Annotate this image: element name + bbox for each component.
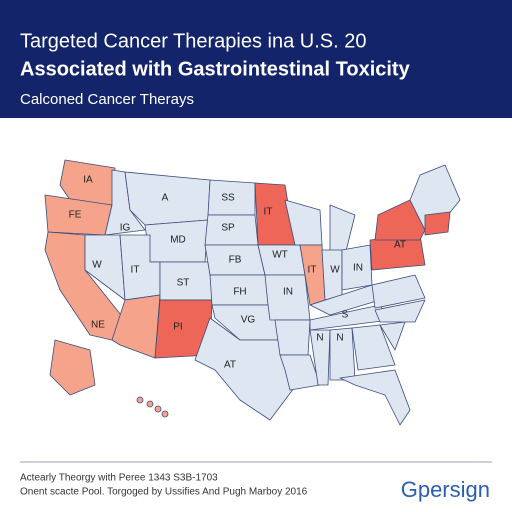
state-label: IN: [283, 287, 293, 298]
state: [374, 199, 426, 241]
state-label: N: [336, 333, 343, 344]
state-label: SS: [221, 193, 235, 204]
state: [374, 299, 426, 323]
state-label: W: [330, 265, 340, 276]
state: [371, 274, 426, 309]
state: [351, 324, 396, 371]
state: [111, 294, 161, 359]
state: [309, 329, 331, 386]
title: Targeted Cancer Therapies ina U.S. 20: [20, 30, 367, 52]
state-label: VG: [241, 315, 256, 326]
state-label: IN: [353, 263, 363, 274]
state: [329, 204, 356, 256]
state-label: A: [162, 193, 169, 204]
state-label: FB: [229, 255, 242, 266]
state: [379, 321, 406, 351]
state-label: IG: [120, 223, 131, 234]
subtitle: Calconed Cancer Therays: [20, 91, 194, 108]
state-label: IT: [131, 265, 140, 276]
state-label: AT: [224, 360, 236, 371]
state: [194, 317, 301, 421]
state-label: S: [342, 310, 349, 321]
state-label: MD: [170, 235, 186, 246]
state-label: N: [316, 333, 323, 344]
state-label: NE: [91, 320, 105, 331]
island: [161, 410, 169, 418]
footer-line: Onent scacte Pool. Torgoged by Ussifies …: [20, 487, 308, 498]
state: [339, 369, 411, 426]
state-label: W: [92, 260, 102, 271]
state-label: SP: [221, 223, 235, 234]
state: [424, 211, 451, 236]
state-label: FH: [233, 287, 246, 298]
state: [274, 319, 311, 356]
logo: Gpersign: [401, 477, 490, 502]
footer-line: Actearly Theorgy with Peree 1343 S3B-170…: [20, 473, 218, 484]
state-label: IT: [308, 265, 317, 276]
state-label: IT: [264, 207, 273, 218]
state-label: ST: [177, 278, 190, 289]
us-map: IA FE A SS IT IG MD SP W IT ST FB FH WT IT IN NE PI VG AT AT…: [44, 159, 461, 426]
state-label: FE: [69, 210, 82, 221]
island: [146, 400, 154, 408]
title-bold: Associated with Gastrointestinal Toxicit…: [20, 58, 411, 80]
island: [136, 396, 144, 404]
state: [279, 354, 321, 391]
state-label: IA: [83, 175, 93, 186]
state-label: AT: [394, 240, 406, 251]
header-band: [0, 0, 512, 118]
state-label: PI: [173, 322, 182, 333]
state: [49, 339, 96, 396]
state-label: WT: [272, 250, 288, 261]
island: [154, 405, 162, 413]
